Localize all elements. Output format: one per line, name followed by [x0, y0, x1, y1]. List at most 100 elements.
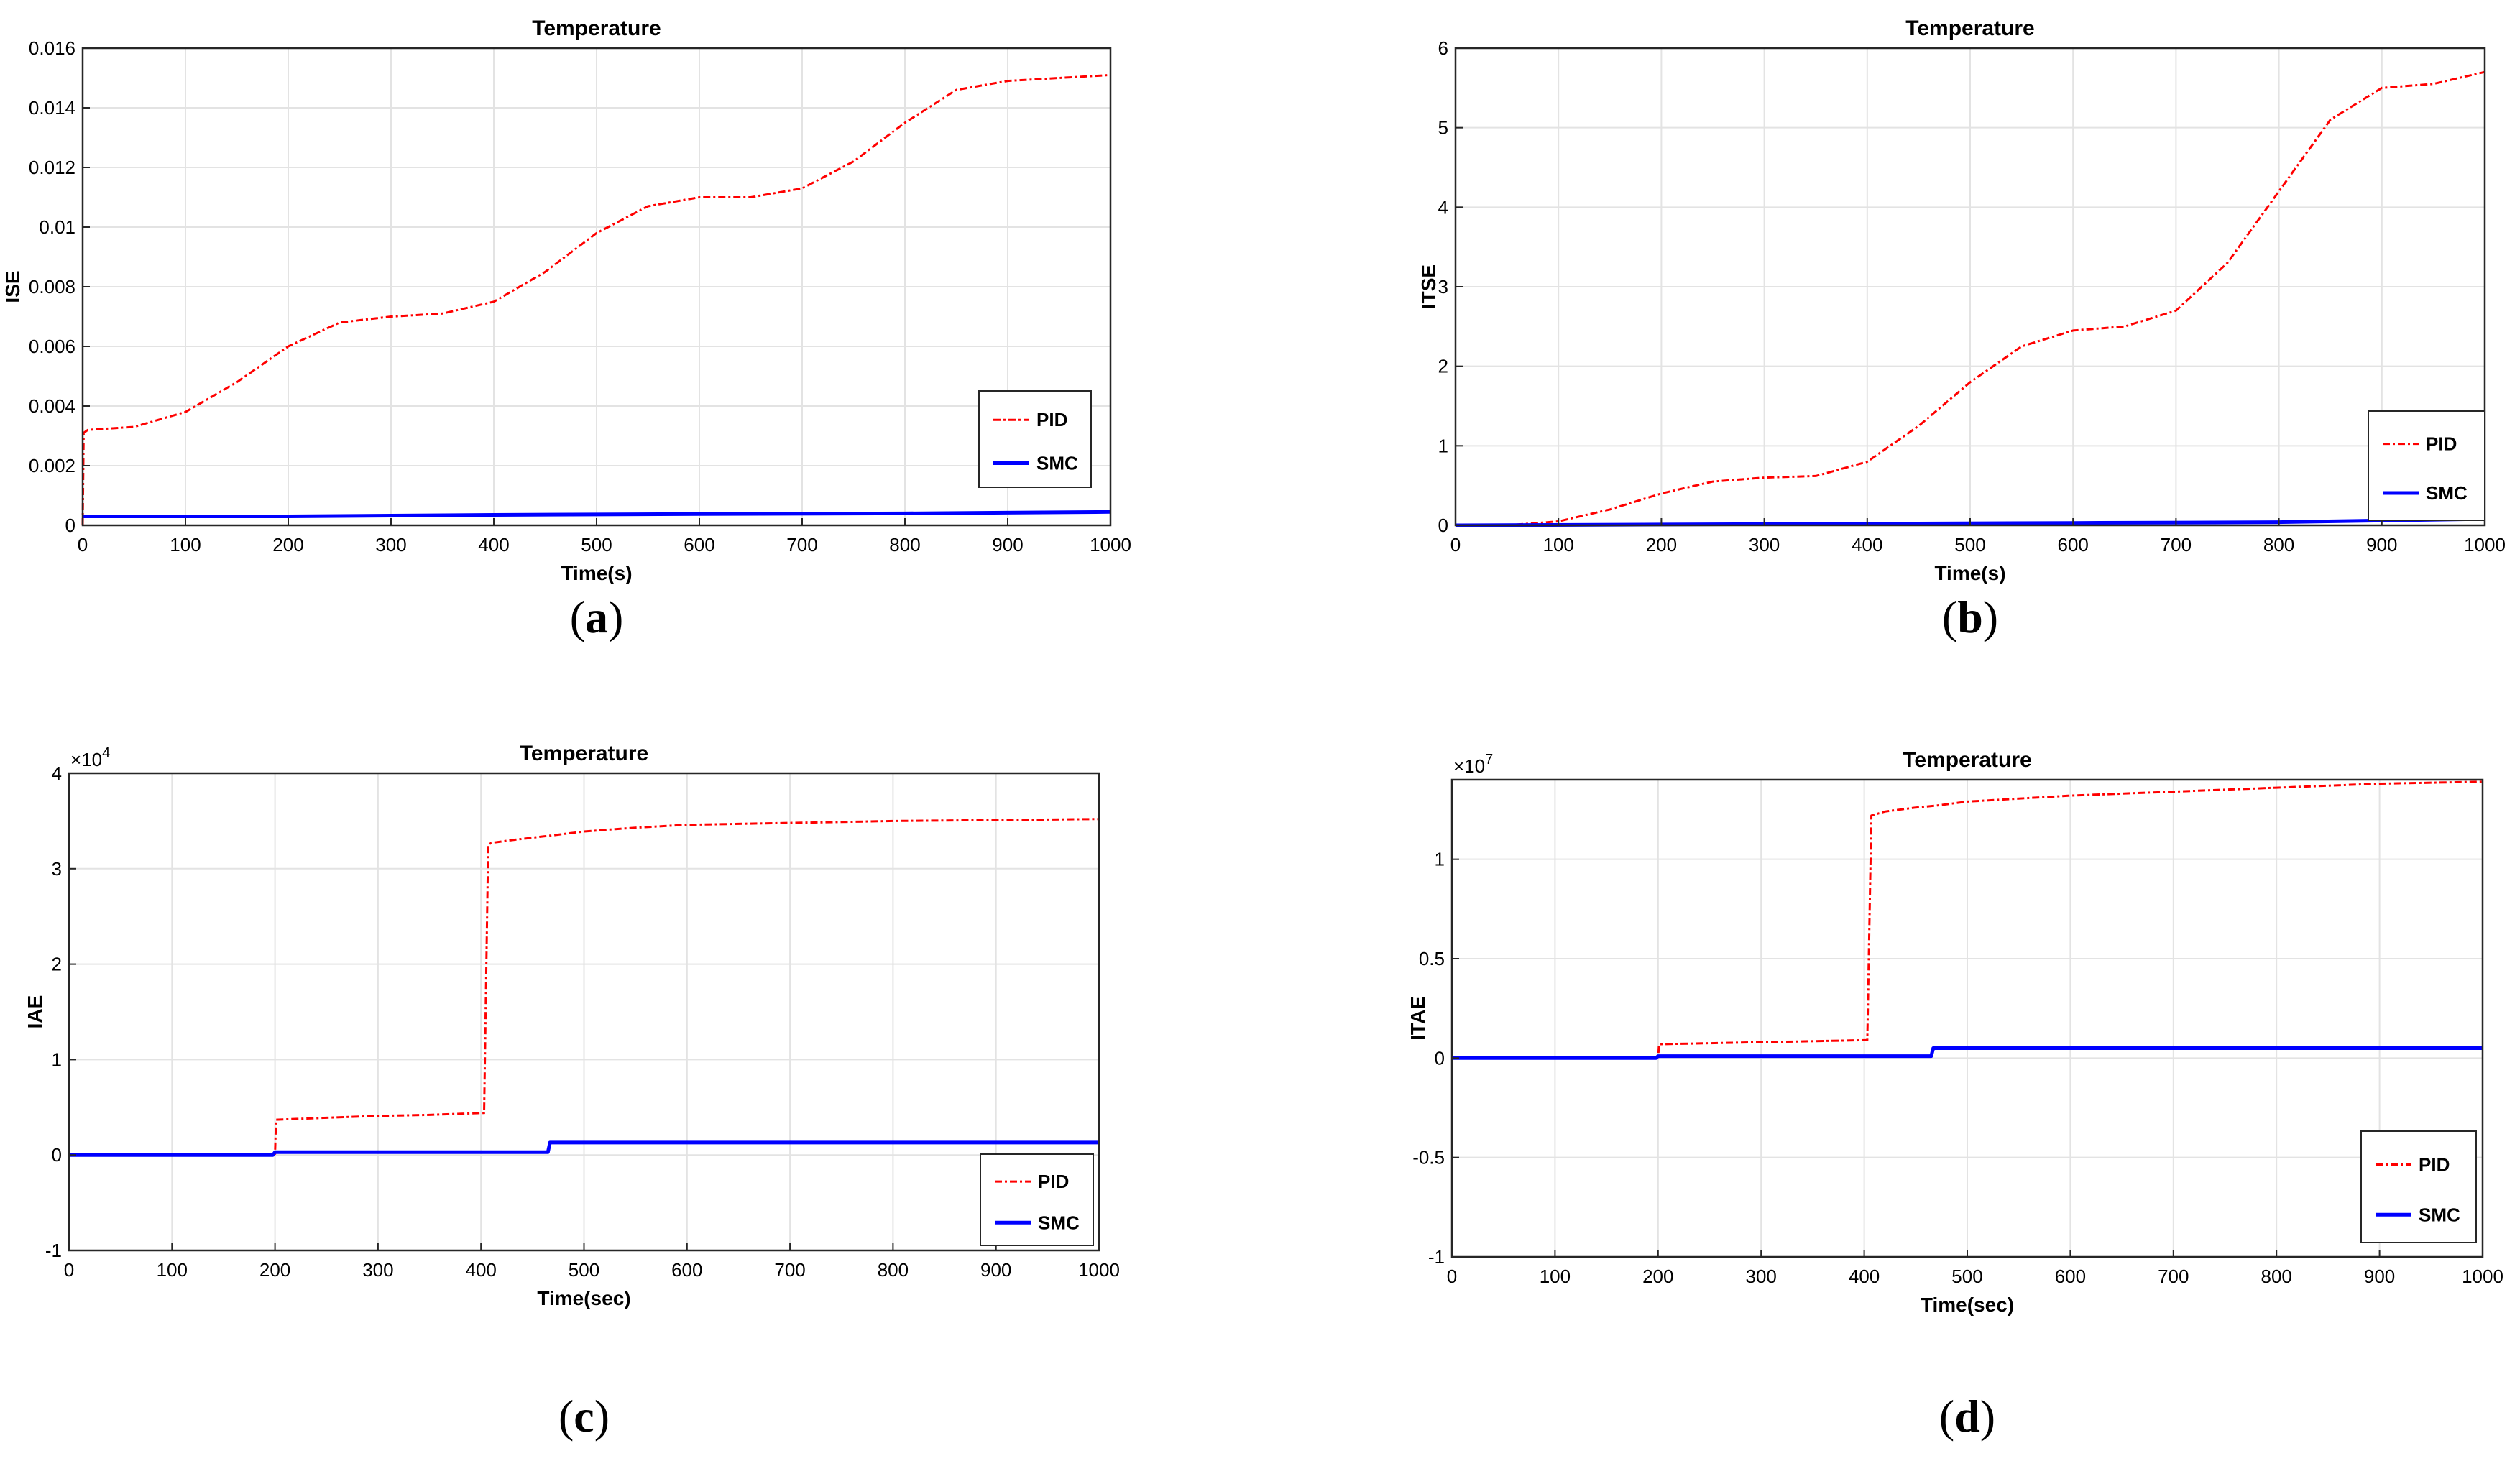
x-tick-label: 800: [878, 1259, 909, 1281]
x-tick-label: 400: [466, 1259, 497, 1281]
panel-caption: (c): [558, 1391, 610, 1442]
series-line-pid: [1452, 780, 2483, 1059]
x-tick-label: 400: [1849, 1266, 1880, 1287]
y-tick-label: 3: [1438, 276, 1448, 298]
x-tick-label: 500: [1954, 534, 1985, 556]
x-tick-label: 1000: [2462, 1266, 2503, 1287]
x-tick-label: 600: [2055, 1266, 2086, 1287]
x-tick-label: 900: [2366, 534, 2397, 556]
y-tick-label: 1: [1438, 435, 1448, 456]
series-line-smc: [83, 510, 1111, 518]
x-tick-label: 500: [569, 1259, 599, 1281]
chart-title: Temperature: [520, 742, 649, 765]
x-tick-label: 600: [2058, 534, 2089, 556]
y-tick-label: 0.01: [39, 216, 75, 238]
y-tick-label: 0: [65, 515, 75, 536]
y-axis-multiplier: ×107: [1453, 752, 1493, 777]
y-tick-label: 0: [1435, 1047, 1445, 1069]
x-tick-label: 800: [2261, 1266, 2292, 1287]
caption-open-paren: (: [1939, 1391, 1954, 1442]
y-tick-label: 3: [52, 858, 62, 880]
y-tick-label: 0.014: [29, 97, 75, 119]
series-line-pid: [69, 818, 1100, 1156]
x-tick-label: 800: [889, 534, 920, 556]
caption-letter: c: [574, 1391, 594, 1442]
y-tick-label: -0.5: [1412, 1147, 1445, 1169]
chart-panel-b: 0 100 200 300 400 500 600 700 800 900 1000 0 1 2 3 4 5 6 T…: [1417, 17, 2506, 642]
legend-label-smc: SMC: [1038, 1212, 1080, 1233]
chart-title: Temperature: [1905, 17, 2035, 40]
x-tick-label: 700: [774, 1259, 805, 1281]
y-tick-label: 0.004: [29, 395, 75, 417]
x-tick-label: 500: [581, 534, 612, 556]
x-tick-label: 0: [78, 534, 88, 556]
x-tick-label: 900: [992, 534, 1023, 556]
multiplier-base: ×10: [70, 749, 102, 770]
legend-box: [2360, 1130, 2477, 1243]
x-tick-label: 400: [1852, 534, 1882, 556]
x-axis-label: Time(sec): [537, 1287, 630, 1309]
series-line-smc: [69, 1140, 1099, 1157]
caption-close-paren: ): [608, 591, 623, 642]
caption-close-paren: ): [1983, 591, 1998, 642]
caption-open-paren: (: [570, 591, 585, 642]
x-tick-label: 300: [362, 1259, 393, 1281]
y-tick-label: 0.016: [29, 37, 75, 59]
x-tick-label: 400: [478, 534, 509, 556]
x-tick-label: 1000: [1078, 1259, 1120, 1281]
x-tick-label: 200: [259, 1259, 290, 1281]
chart-panel-d: 0 100 200 300 400 500 600 700 800 900 1000 -1 -0.5 0 0…: [1407, 748, 2503, 1442]
y-tick-label: 1: [52, 1049, 62, 1070]
multiplier-exponent: 4: [102, 745, 110, 761]
y-tick-label: 4: [1438, 196, 1448, 218]
x-tick-label: 100: [170, 534, 201, 556]
x-tick-label: 1000: [2464, 534, 2506, 556]
multiplier-exponent: 7: [1485, 752, 1493, 768]
x-tick-label: 800: [2263, 534, 2294, 556]
legend-label-smc: SMC: [2419, 1204, 2460, 1225]
x-tick-label: 300: [1749, 534, 1780, 556]
panel-caption: (d): [1939, 1391, 1995, 1442]
series-line-pid: [81, 73, 1111, 526]
x-tick-label: 900: [2364, 1266, 2395, 1287]
legend-label-pid: PID: [1038, 1171, 1069, 1192]
x-tick-label: 100: [1543, 534, 1574, 556]
x-tick-label: 700: [2161, 534, 2192, 556]
legend-box: [2368, 410, 2485, 521]
x-axis-label: Time(s): [561, 562, 632, 584]
x-tick-label: 0: [1450, 534, 1461, 556]
y-tick-label: -1: [45, 1240, 62, 1261]
x-tick-label: 300: [1746, 1266, 1777, 1287]
panel-caption: (b): [1942, 591, 1998, 642]
x-tick-label: 200: [1642, 1266, 1673, 1287]
plot-group: 0 100 200 300 400 500 600 700 800 900 1000-101234T…: [24, 742, 1120, 1442]
caption-letter: b: [1957, 591, 1983, 642]
x-axis-label: Time(sec): [1921, 1294, 2014, 1316]
y-tick-label: 2: [1438, 356, 1448, 377]
x-tick-label: 500: [1951, 1266, 1982, 1287]
y-tick-label: 0.5: [1419, 948, 1445, 969]
x-tick-label: 0: [1447, 1266, 1457, 1287]
caption-letter: a: [585, 591, 608, 642]
x-tick-label: 700: [786, 534, 817, 556]
y-axis-multiplier: ×104: [70, 745, 110, 770]
panel-caption: (a): [570, 591, 624, 642]
y-tick-label: 4: [52, 762, 62, 784]
x-tick-label: 1000: [1090, 534, 1131, 556]
legend-box: [978, 390, 1092, 488]
x-tick-label: 700: [2158, 1266, 2189, 1287]
caption-close-paren: ): [1980, 1391, 1995, 1442]
x-tick-label: 0: [64, 1259, 74, 1281]
multiplier-base: ×10: [1453, 755, 1485, 777]
y-tick-label: 0: [1438, 515, 1448, 536]
x-tick-label: 300: [375, 534, 406, 556]
x-tick-label: 200: [272, 534, 303, 556]
x-tick-label: 600: [671, 1259, 702, 1281]
y-axis-label: IAE: [24, 995, 46, 1029]
y-tick-label: 5: [1438, 117, 1448, 139]
y-tick-label: 2: [52, 954, 62, 975]
x-axis-label: Time(s): [1934, 562, 2005, 584]
chart-panel-a: 0 100 200 300 400 500 600 700 800 900 1000 0 0.002 0.…: [1, 17, 1131, 642]
y-tick-label: 6: [1438, 37, 1448, 59]
legend-box: [980, 1153, 1094, 1246]
